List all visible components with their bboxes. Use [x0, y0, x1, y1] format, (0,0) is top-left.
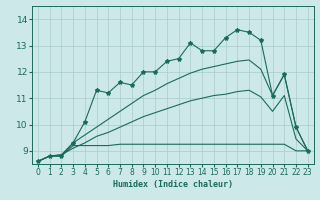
X-axis label: Humidex (Indice chaleur): Humidex (Indice chaleur): [113, 180, 233, 189]
